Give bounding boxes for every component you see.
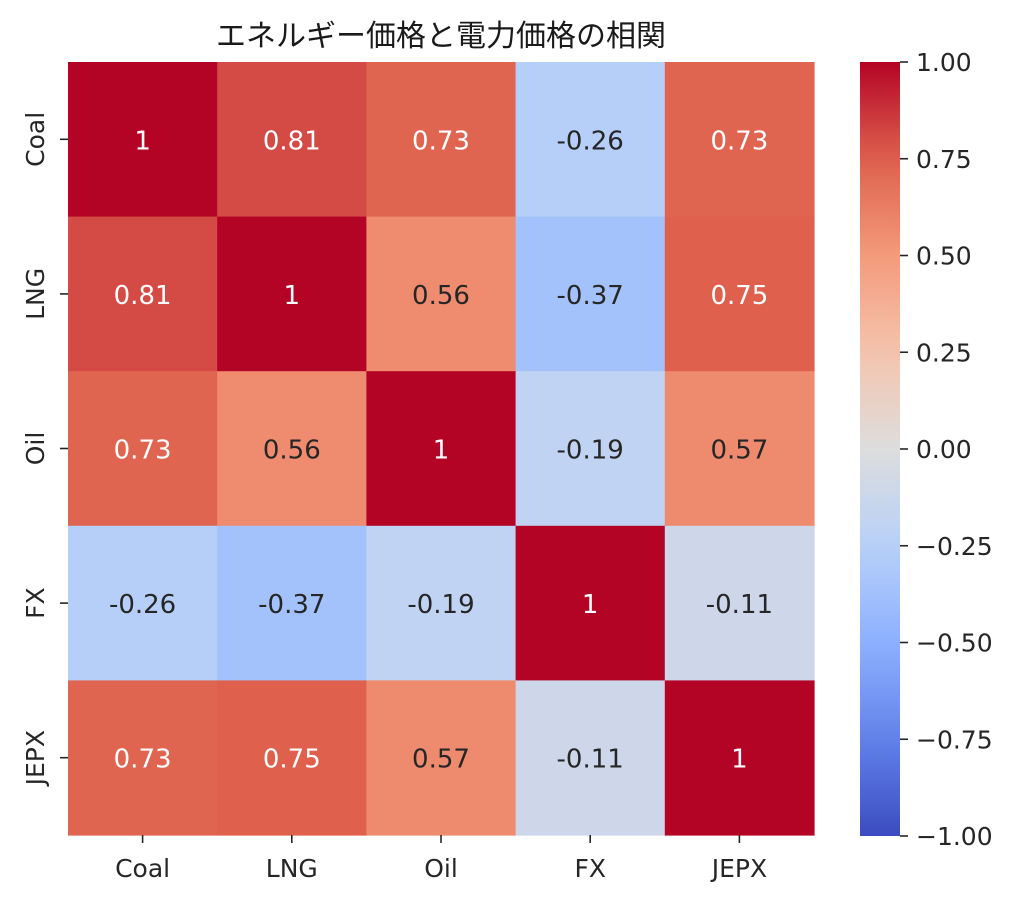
heatmap-cell-jepx-lng [217,680,367,836]
cell-annotation: 1 [134,126,151,156]
cell-annotation: -0.37 [557,281,624,311]
colorbar-tick-label: −0.25 [916,532,993,561]
heatmap-cell-coal-oil [366,62,517,218]
y-tick-label: Coal [21,112,50,167]
cell-annotation: 0.73 [114,436,172,466]
cell-annotation: 1 [433,436,450,466]
cell-annotation: -0.19 [557,436,624,466]
cell-annotation: 0.57 [412,745,470,775]
cell-annotation: 0.73 [114,745,172,775]
cell-annotation: 0.57 [710,436,768,466]
heatmap-cell-jepx-oil [366,680,517,836]
y-tick-label: Oil [21,432,50,466]
cell-annotation: 0.75 [263,745,321,775]
heatmap-cell-coal-coal [68,62,218,218]
colorbar-tick-label: 0.25 [916,338,972,367]
cell-annotation: -0.26 [557,126,624,156]
heatmap-cell-lng-jepx [664,216,815,372]
y-tick-label: LNG [21,268,50,320]
cell-annotation: -0.11 [557,745,624,775]
chart-title: エネルギー価格と電力価格の相関 [216,19,666,54]
cell-annotation: 0.73 [412,126,470,156]
heatmap-cell-fx-coal [68,525,218,681]
colorbar-tick-label: −1.00 [916,822,993,851]
colorbar-tick-label: 1.00 [916,48,972,77]
x-tick-label: FX [574,854,606,883]
heatmap-cell-coal-jepx [664,62,815,218]
cell-annotation: 1 [731,745,748,775]
y-axis: Coal LNG Oil FX JEPX [21,112,68,787]
heatmap-cell-lng-oil [366,216,517,372]
cell-annotation: -0.19 [407,590,474,620]
x-tick-label: LNG [266,854,318,883]
heatmap-cell-jepx-coal [68,680,218,836]
cell-annotation: 0.73 [710,126,768,156]
heatmap-cell-jepx-jepx [664,680,815,836]
heatmap-cell-lng-lng [217,216,367,372]
cell-annotation: -0.26 [109,590,176,620]
heatmap-cell-oil-oil [366,371,517,527]
y-tick-label: FX [21,587,50,619]
heatmap-cell-fx-lng [217,525,367,681]
heatmap-cell-fx-oil [366,525,517,681]
heatmap-cell-oil-coal [68,371,218,527]
colorbar-tick-label: 0.50 [916,242,972,271]
heatmap-cell-lng-fx [515,216,666,372]
x-axis: Coal LNG Oil FX JEPX [115,835,767,883]
cell-annotation: 1 [582,590,599,620]
heatmap-cell-jepx-fx [515,680,666,836]
colorbar-tick-label: −0.75 [916,725,993,754]
cell-annotation: 0.56 [263,436,321,466]
heatmap-cell-lng-coal [68,216,218,372]
colorbar-tick-label: 0.75 [916,145,972,174]
x-tick-label: Oil [424,854,458,883]
heatmap-cell-fx-jepx [664,525,815,681]
cell-annotation: 0.81 [263,126,321,156]
colorbar-tick-label: 0.00 [916,435,972,464]
heatmap-cells [68,62,815,836]
colorbar-tick-label: −0.50 [916,629,993,658]
cell-annotation: 0.81 [114,281,172,311]
cell-annotation: -0.11 [706,590,773,620]
heatmap-cell-coal-fx [515,62,666,218]
x-tick-label: JEPX [710,854,767,883]
y-tick-label: JEPX [21,730,50,787]
heatmap-cell-oil-fx [515,371,666,527]
cell-annotation: 0.75 [710,281,768,311]
heatmap-cell-oil-lng [217,371,367,527]
heatmap-cell-coal-lng [217,62,367,218]
x-tick-label: Coal [115,854,170,883]
colorbar: 1.00 0.75 0.50 0.25 0.00 −0.25 −0.50 −0.75 −1.00 [860,48,993,851]
colorbar-gradient [860,62,900,836]
heatmap-annotations: 1 0.81 0.73 -0.26 0.73 0.81 1 0.56 -0.37 0.75 0.73… [109,126,773,774]
heatmap-cell-fx-fx [515,525,666,681]
cell-annotation: 0.56 [412,281,470,311]
cell-annotation: 1 [284,281,301,311]
heatmap-cell-oil-jepx [664,371,815,527]
cell-annotation: -0.37 [258,590,325,620]
